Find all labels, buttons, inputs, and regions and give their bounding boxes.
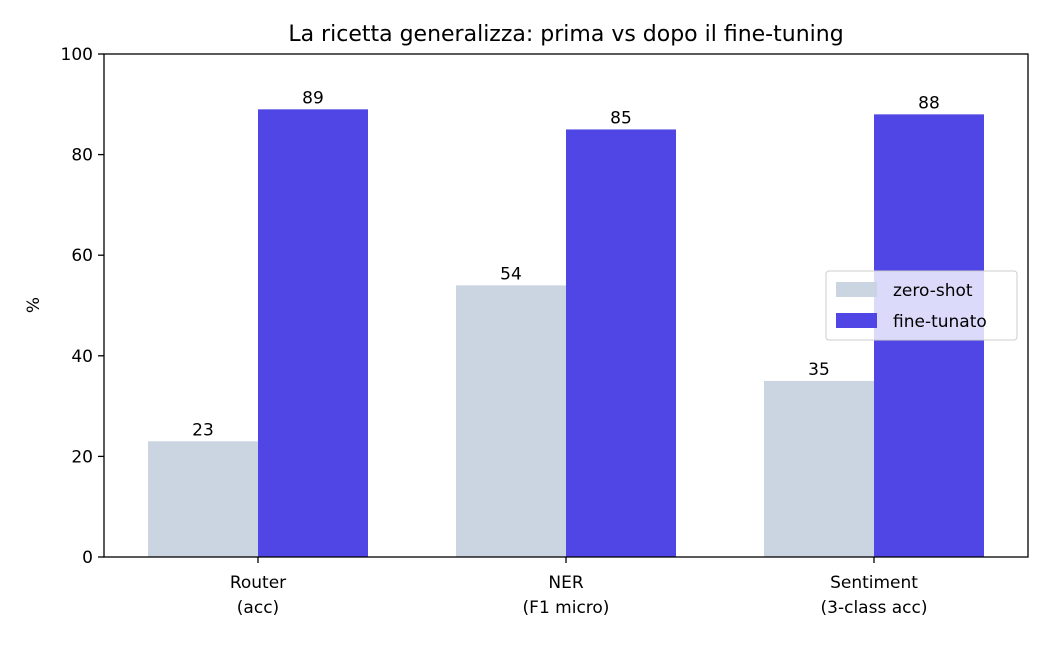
legend: zero-shot fine-tunato — [825, 270, 1018, 341]
data-label-fine-tunato-2: 88 — [918, 93, 940, 113]
bar-zero-shot-0 — [148, 441, 258, 557]
bar-fine-tunato-0 — [258, 109, 368, 557]
y-tick-label: 0 — [82, 548, 93, 568]
y-tick-label: 40 — [71, 347, 93, 367]
axes-layer: 0 20 40 60 80 100 Router (acc) NER (F1 micro) Sent… — [61, 45, 1029, 618]
bar-fine-tunato-1 — [566, 129, 676, 557]
data-label-fine-tunato-1: 85 — [610, 108, 632, 128]
x-tick-label: (F1 micro) — [523, 598, 610, 618]
x-tick-label: (3-class acc) — [821, 598, 928, 618]
legend-label-fine-tunato: fine-tunato — [893, 312, 987, 332]
x-tick-label: Sentiment — [830, 573, 918, 593]
x-tick-label: (acc) — [237, 598, 279, 618]
data-label-zero-shot-1: 54 — [500, 264, 522, 284]
chart-title: La ricetta generalizza: prima vs dopo il… — [288, 22, 843, 47]
data-labels-layer: 23 89 54 85 35 88 — [192, 88, 940, 440]
legend-swatch-fine-tunato — [836, 313, 877, 328]
legend-swatch-zero-shot — [836, 282, 877, 297]
data-label-zero-shot-2: 35 — [808, 360, 830, 380]
data-label-fine-tunato-0: 89 — [302, 88, 324, 108]
data-label-zero-shot-0: 23 — [192, 420, 214, 440]
bar-zero-shot-2 — [764, 380, 874, 557]
y-tick-label: 20 — [71, 447, 93, 467]
y-tick-label: 60 — [71, 246, 93, 266]
bars-layer — [148, 109, 984, 558]
legend-label-zero-shot: zero-shot — [893, 281, 973, 301]
bar-zero-shot-1 — [456, 285, 566, 557]
x-tick-label: Router — [230, 573, 286, 593]
x-tick-label: NER — [548, 573, 583, 593]
y-tick-label: 100 — [61, 45, 93, 65]
y-tick-label: 80 — [71, 146, 93, 166]
y-axis-label: % — [24, 297, 44, 313]
